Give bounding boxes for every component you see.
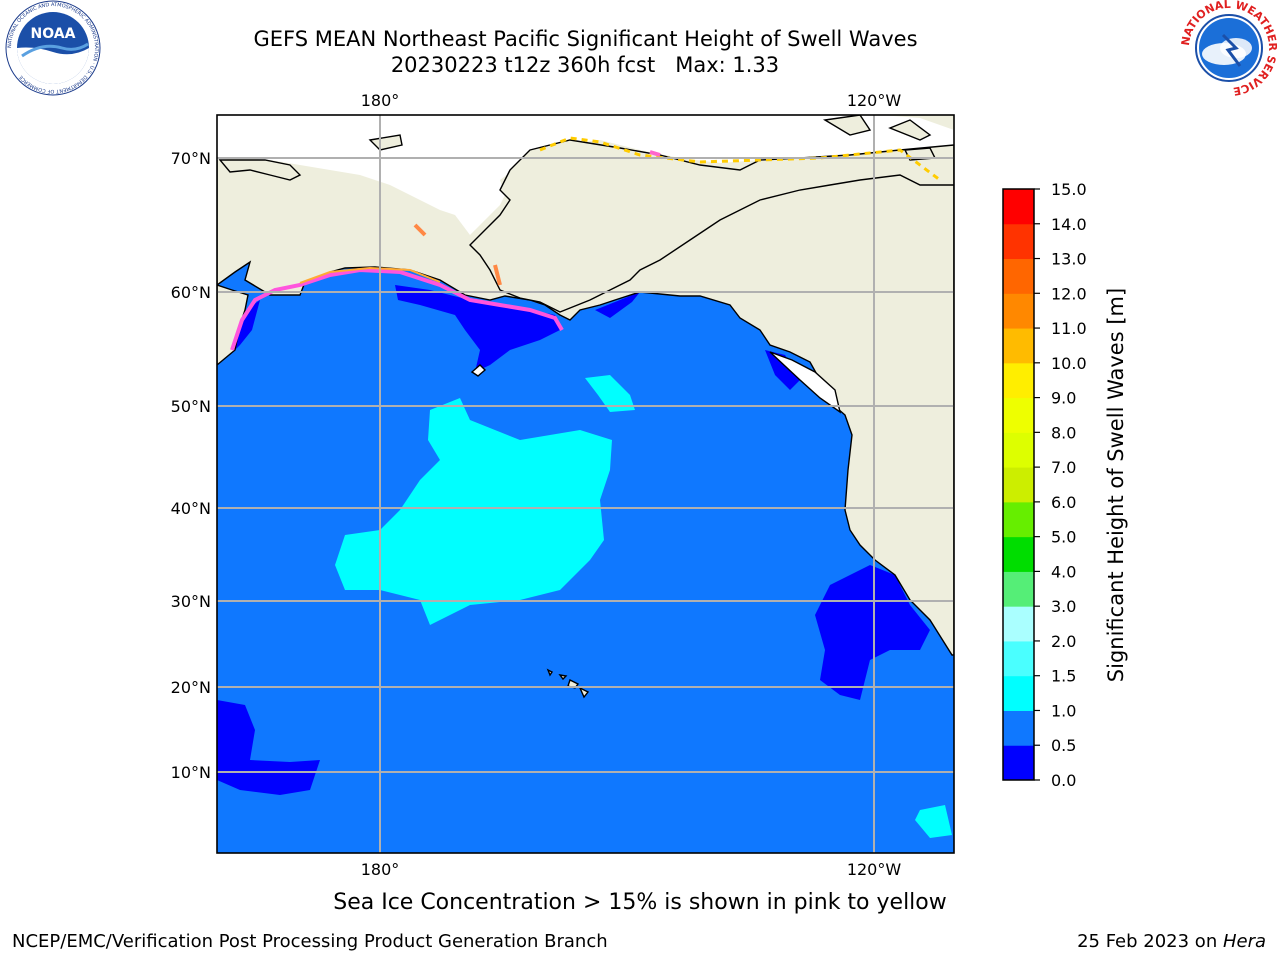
colorbar-bin [1003, 536, 1034, 572]
lat-tick-label: 20°N [171, 678, 211, 697]
colorbar-bin [1003, 710, 1034, 746]
colorbar-tick-label: 6.0 [1051, 493, 1076, 512]
colorbar-bin [1003, 675, 1034, 711]
svg-text:NOAA: NOAA [31, 26, 76, 42]
colorbar-bin [1003, 397, 1034, 433]
colorbar-tick-label: 10.0 [1051, 354, 1087, 373]
map-title: GEFS MEAN Northeast Pacific Significant … [253, 27, 918, 51]
colorbar-tick-labels: 0.0 0.5 1.0 1.5 2.0 3.0 4.0 5.0 6.0 7.0 8.0 9.0 10.0… [1034, 180, 1087, 790]
noaa-logo: NOAA NATIONAL OCEANIC AND ATMOSPHERIC AD… [5, 0, 101, 96]
lon-tick-label: 180° [361, 91, 400, 110]
colorbar-bin [1003, 258, 1034, 294]
colorbar-tick-label: 12.0 [1051, 284, 1087, 303]
colorbar-tick-label: 0.5 [1051, 736, 1076, 755]
lat-tick-label: 40°N [171, 499, 211, 518]
footer-credit: NCEP/EMC/Verification Post Processing Pr… [12, 931, 608, 952]
colorbar-bin [1003, 501, 1034, 538]
lon-tick-label: 180° [361, 860, 400, 879]
lon-tick-labels-bottom: 180° 120°W [361, 860, 902, 879]
lon-tick-labels-top: 180° 120°W [361, 91, 902, 110]
colorbar-bin [1003, 745, 1034, 781]
colorbar-tick-label: 0.0 [1051, 771, 1076, 790]
colorbar-tick-label: 4.0 [1051, 562, 1076, 581]
colorbar-label: Significant Height of Swell Waves [m] [1104, 287, 1128, 683]
land-masses [217, 115, 954, 699]
colorbar-tick-label: 1.0 [1051, 701, 1076, 720]
colorbar-bin [1003, 640, 1034, 677]
lat-tick-label: 60°N [171, 283, 211, 302]
colorbar-tick-label: 11.0 [1051, 319, 1087, 338]
footer-host: Hera [1222, 931, 1266, 952]
lon-tick-label: 120°W [847, 91, 902, 110]
footer-date-text: 25 Feb 2023 on [1077, 931, 1223, 952]
colorbar-bin [1003, 606, 1034, 642]
colorbar-bin [1003, 189, 1034, 225]
colorbar-tick-label: 1.5 [1051, 667, 1076, 686]
colorbar-bin [1003, 571, 1034, 607]
colorbar-tick-label: 5.0 [1051, 528, 1076, 547]
map-subtitle: 20230223 t12z 360h fcst Max: 1.33 [390, 53, 780, 77]
colorbar-frame [1002, 188, 1035, 781]
swell-1-1.5m-region [335, 375, 952, 838]
colorbar-tick-label: 2.0 [1051, 632, 1076, 651]
lat-tick-label: 50°N [171, 397, 211, 416]
sea-ice-caption: Sea Ice Concentration > 15% is shown in … [333, 890, 947, 915]
colorbar-bin [1003, 293, 1034, 329]
colorbar-tick-label: 3.0 [1051, 597, 1076, 616]
colorbar-tick-label: 13.0 [1051, 250, 1087, 269]
nws-logo: NATIONAL WEATHER SERVICE [1179, 0, 1279, 98]
colorbar-bin [1003, 467, 1034, 503]
colorbar-bin [1003, 328, 1034, 364]
colorbar-bin [1003, 223, 1034, 260]
colorbar-tick-label: 15.0 [1051, 180, 1087, 199]
footer-date: 25 Feb 2023 on Hera [1077, 931, 1266, 952]
map-frame [216, 114, 955, 854]
lon-tick-label: 120°W [847, 860, 902, 879]
lat-tick-label: 70°N [171, 149, 211, 168]
colorbar-tick-label: 7.0 [1051, 458, 1076, 477]
colorbar-bin [1003, 362, 1034, 399]
lat-tick-label: 30°N [171, 592, 211, 611]
colorbar-tick-label: 9.0 [1051, 389, 1076, 408]
colorbar-tick-label: 14.0 [1051, 215, 1087, 234]
lat-tick-label: 10°N [171, 763, 211, 782]
colorbar-tick-label: 8.0 [1051, 423, 1076, 442]
colorbar [1002, 188, 1035, 781]
gridlines [217, 115, 954, 853]
colorbar-bin [1003, 432, 1034, 468]
lat-tick-labels: 10°N 20°N 30°N 40°N 50°N 60°N 70°N [171, 149, 211, 782]
